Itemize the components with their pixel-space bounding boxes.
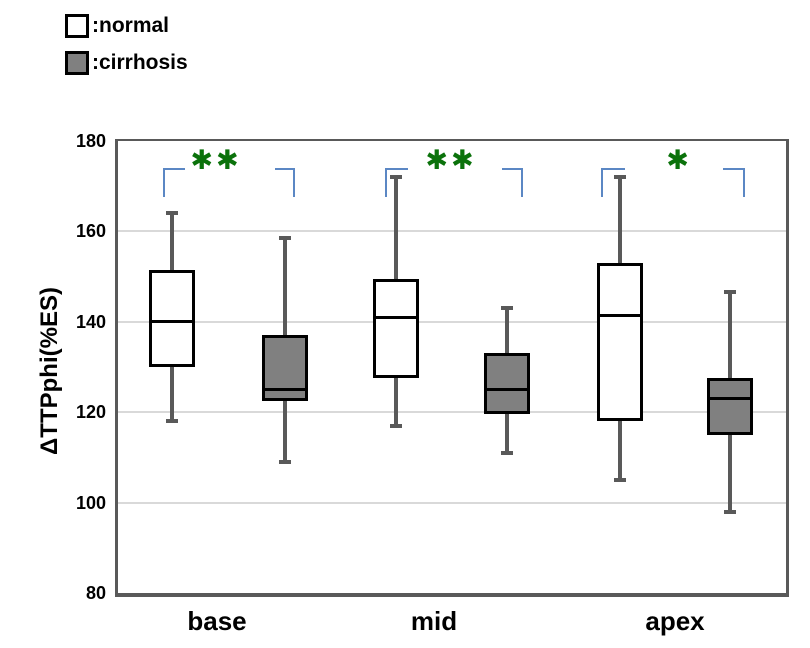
y-tick-label: 100 (75, 492, 106, 513)
sig-bracket-right-horizontal (502, 168, 523, 170)
legend-item-cirrhosis: :cirrhosis (65, 51, 188, 75)
sig-bracket-right-horizontal (723, 168, 745, 170)
box-normal-apex (597, 263, 643, 422)
whisker-cap-bottom (614, 478, 626, 482)
whisker-cap-bottom (501, 450, 513, 455)
sig-bracket-left-horizontal (163, 168, 185, 170)
sig-bracket-right-vertical (521, 168, 523, 197)
box-normal-base (149, 269, 195, 367)
median-line (484, 388, 530, 392)
whisker-cap-top (724, 290, 736, 295)
sig-asterisks-mid: ✱✱ (425, 145, 477, 176)
sig-bracket-left-vertical (385, 168, 387, 197)
y-axis-title: ΔTTPphi(%ES) (36, 287, 63, 455)
box-cirrhosis-mid (484, 353, 530, 415)
legend-swatch-cirrhosis (65, 51, 89, 75)
whisker-cap-bottom (390, 423, 402, 428)
gridline (118, 501, 786, 504)
whisker-cap-top (166, 211, 178, 216)
median-line (597, 313, 643, 317)
legend: :normal :cirrhosis (65, 14, 188, 88)
gridline (118, 320, 786, 323)
gridline (118, 411, 786, 414)
sig-bracket-left-vertical (163, 168, 165, 197)
plot-area: ✱✱ ✱✱ ✱ (115, 139, 789, 597)
whisker-cap-bottom (166, 419, 178, 424)
y-tick-label: 160 (75, 221, 106, 242)
y-tick-label: 140 (75, 311, 106, 332)
legend-item-normal: :normal (65, 14, 188, 38)
legend-label-cirrhosis: :cirrhosis (92, 51, 188, 74)
whisker-cap-top (390, 175, 402, 180)
median-line (707, 397, 753, 401)
gridline (118, 230, 786, 233)
y-tick-label: 180 (75, 131, 106, 151)
whisker-cap-top (614, 175, 626, 180)
x-category-label-base: base (187, 606, 247, 636)
legend-label-normal: :normal (92, 14, 170, 37)
sig-bracket-right-vertical (293, 168, 295, 197)
legend-swatch-normal (65, 14, 89, 38)
x-category-label-mid: mid (410, 606, 458, 636)
sig-bracket-right-vertical (743, 168, 745, 197)
y-tick-label: 80 (85, 583, 106, 603)
sig-bracket-right-horizontal (275, 168, 295, 170)
whisker-cap-bottom (724, 509, 736, 514)
sig-asterisks-base: ✱✱ (190, 145, 242, 176)
median-line (373, 315, 419, 319)
whisker-cap-bottom (279, 459, 291, 464)
median-line (149, 320, 195, 324)
sig-bracket-left-horizontal (601, 168, 625, 170)
whisker-cap-top (501, 306, 513, 311)
sig-bracket-left-horizontal (385, 168, 408, 170)
median-line (262, 388, 308, 392)
box-normal-mid (373, 278, 419, 379)
x-category-label-apex: apex (645, 606, 705, 636)
y-tick-label: 120 (75, 402, 106, 423)
sig-asterisks-apex: ✱ (666, 145, 692, 176)
sig-bracket-left-vertical (601, 168, 603, 197)
box-cirrhosis-apex (707, 378, 753, 435)
whisker-cap-top (279, 236, 291, 241)
